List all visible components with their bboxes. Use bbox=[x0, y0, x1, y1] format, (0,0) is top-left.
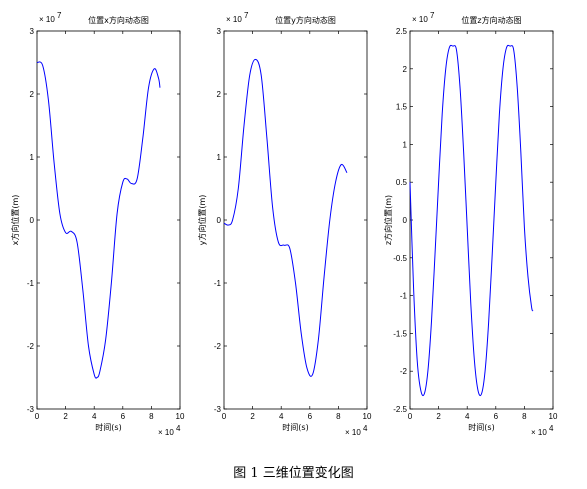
x-exponent-label: × 10 bbox=[345, 428, 361, 437]
y-tick-label: 0.5 bbox=[396, 178, 408, 187]
x-tick-label: 8 bbox=[336, 412, 341, 421]
x-exponent-power: 4 bbox=[176, 424, 181, 433]
y-tick-label: 2 bbox=[217, 90, 222, 99]
y-tick-label: -0.5 bbox=[393, 254, 407, 263]
y-tick-label: 1 bbox=[30, 153, 35, 162]
x-tick-label: 6 bbox=[308, 412, 313, 421]
chart-title: 位置z方向动态图 bbox=[461, 15, 521, 25]
y-tick-label: 3 bbox=[217, 27, 222, 36]
x-tick-label: 2 bbox=[436, 412, 441, 421]
y-tick-label: -2 bbox=[27, 342, 35, 351]
y-tick-label: -2.5 bbox=[393, 405, 407, 414]
plot-frame bbox=[36, 30, 181, 410]
y-exponent-label: × 10 bbox=[226, 15, 242, 24]
x-exponent-power: 4 bbox=[363, 424, 368, 433]
y-tick-label: 3 bbox=[30, 27, 35, 36]
series-line-1 bbox=[36, 61, 161, 379]
y-exponent-label: × 10 bbox=[39, 15, 55, 24]
x-tick-label: 4 bbox=[92, 412, 97, 421]
y-exponent-power: 7 bbox=[57, 11, 62, 20]
y-tick-label: 1.5 bbox=[396, 103, 408, 112]
y-tick-label: -1 bbox=[27, 279, 35, 288]
x-exponent-label: × 10 bbox=[531, 428, 547, 437]
x-tick-label: 8 bbox=[522, 412, 527, 421]
y-tick-label: -2 bbox=[400, 367, 408, 376]
x-tick-label: 10 bbox=[363, 412, 372, 421]
y-tick-label: -1 bbox=[400, 292, 408, 301]
x-exponent-label: × 10 bbox=[158, 428, 174, 437]
x-axis-label: 时间(s) bbox=[95, 422, 121, 432]
y-axis-label: z方向位置(m) bbox=[383, 195, 393, 245]
y-tick-label: 2 bbox=[403, 65, 408, 74]
x-tick-label: 2 bbox=[63, 412, 68, 421]
chart-title: 位置x方向动态图 bbox=[88, 15, 149, 25]
x-tick-label: 4 bbox=[279, 412, 284, 421]
x-tick-label: 6 bbox=[494, 412, 499, 421]
x-tick-label: 0 bbox=[35, 412, 40, 421]
y-tick-label: 2.5 bbox=[396, 27, 408, 36]
chart-title: 位置y方向动态图 bbox=[275, 15, 336, 25]
series-line-1 bbox=[409, 44, 534, 397]
y-tick-label: 1 bbox=[403, 140, 408, 149]
x-tick-label: 0 bbox=[408, 412, 413, 421]
y-tick-label: -3 bbox=[27, 405, 35, 414]
x-exponent-power: 4 bbox=[549, 424, 554, 433]
x-tick-label: 4 bbox=[465, 412, 470, 421]
series-line-1 bbox=[223, 58, 348, 377]
x-tick-label: 8 bbox=[149, 412, 154, 421]
y-tick-label: -1 bbox=[214, 279, 222, 288]
x-axis-label: 时间(s) bbox=[282, 422, 308, 432]
y-tick-label: 1 bbox=[217, 153, 222, 162]
y-exponent-label: × 10 bbox=[412, 15, 428, 24]
x-tick-label: 10 bbox=[549, 412, 558, 421]
y-exponent-power: 7 bbox=[244, 11, 249, 20]
y-tick-label: -1.5 bbox=[393, 329, 407, 338]
y-tick-label: 0 bbox=[217, 216, 222, 225]
x-tick-label: 10 bbox=[176, 412, 185, 421]
plot-frame bbox=[223, 30, 368, 410]
y-axis-label: y方向位置(m) bbox=[197, 195, 207, 246]
x-tick-label: 6 bbox=[121, 412, 126, 421]
y-tick-label: 2 bbox=[30, 90, 35, 99]
y-tick-label: -2 bbox=[214, 342, 222, 351]
y-tick-label: 0 bbox=[403, 216, 408, 225]
y-exponent-power: 7 bbox=[430, 11, 435, 20]
figure-caption: 图 1 三维位置变化图 bbox=[233, 466, 354, 481]
x-axis-label: 时间(s) bbox=[468, 422, 494, 432]
y-axis-label: x方向位置(m) bbox=[10, 195, 20, 246]
y-tick-label: -3 bbox=[214, 405, 222, 414]
y-tick-label: 0 bbox=[30, 216, 35, 225]
x-tick-label: 2 bbox=[250, 412, 255, 421]
subplot-3: 0 2 4 6 8 10-2.5-2-1.5-1-0.500.511.522.5× 10 7… bbox=[383, 11, 558, 437]
x-tick-label: 0 bbox=[222, 412, 227, 421]
plot-frame bbox=[409, 30, 554, 410]
